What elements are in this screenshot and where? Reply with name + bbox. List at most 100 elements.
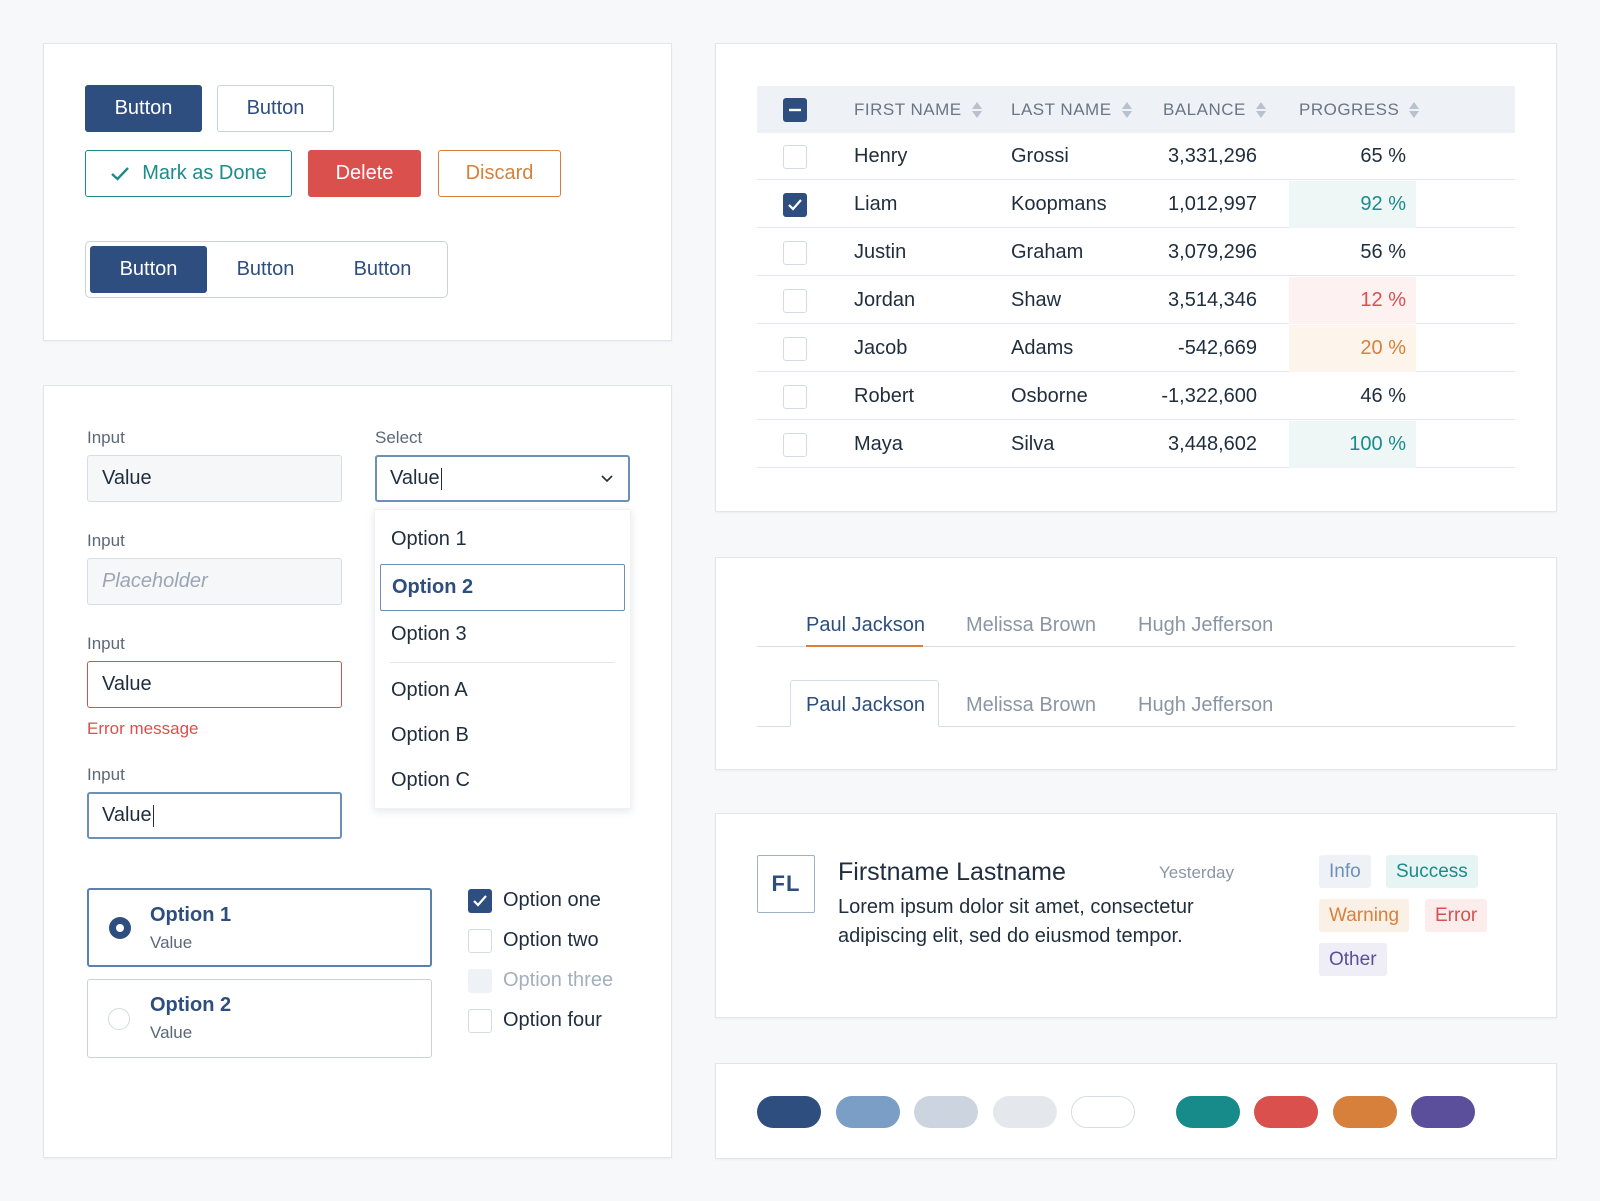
cell-last-name: Grossi [1011, 145, 1069, 167]
checkbox-label-disabled: Option three [503, 969, 614, 991]
dropdown-option[interactable]: Option 3 [391, 623, 467, 645]
table-row[interactable]: Robert Osborne -1,322,600 46 % [757, 373, 1515, 420]
color-swatch [1411, 1096, 1475, 1128]
row-checkbox[interactable] [783, 241, 807, 265]
input-value: Value [102, 804, 152, 826]
text-input[interactable]: Value [87, 455, 342, 502]
select-all-checkbox[interactable] [783, 98, 807, 122]
column-header-first-name[interactable]: FIRST NAME [854, 86, 982, 133]
cell-first-name: Maya [854, 433, 903, 455]
checkmark-icon [788, 199, 802, 211]
checkbox-label: Option two [503, 929, 599, 951]
buttons-card: Button Button Mark as Done Delete Discar… [43, 43, 672, 341]
delete-button[interactable]: Delete [308, 150, 421, 197]
table-row[interactable]: Justin Graham 3,079,296 56 % [757, 229, 1515, 276]
checkbox-disabled [468, 969, 492, 993]
radio-card-option-2[interactable]: Option 2 Value [87, 979, 432, 1058]
checkbox-checked[interactable] [468, 889, 492, 913]
table-card: FIRST NAME LAST NAME BALANCE PROGRESS He… [715, 43, 1557, 512]
input-value: Value [102, 467, 152, 489]
indeterminate-icon [789, 108, 801, 112]
cell-balance: 3,331,296 [1168, 145, 1257, 167]
cell-first-name: Jacob [854, 337, 908, 359]
column-header-last-name[interactable]: LAST NAME [1011, 86, 1132, 133]
row-checkbox[interactable] [783, 289, 807, 313]
sort-icon[interactable] [971, 101, 982, 119]
cell-balance: 1,012,997 [1168, 193, 1257, 215]
input-placeholder: Placeholder [102, 570, 208, 592]
mark-as-done-button[interactable]: Mark as Done [85, 150, 292, 197]
color-swatch [836, 1096, 900, 1128]
input-value: Value [102, 673, 152, 695]
cell-last-name: Koopmans [1011, 193, 1107, 215]
row-checkbox-checked[interactable] [783, 193, 807, 217]
row-checkbox[interactable] [783, 433, 807, 457]
cell-last-name: Adams [1011, 337, 1074, 359]
column-header-balance[interactable]: BALANCE [1163, 86, 1266, 133]
radio-card-option-1[interactable]: Option 1 Value [87, 888, 432, 967]
item-timestamp: Yesterday [1159, 863, 1234, 882]
cell-progress: 12 % [1289, 277, 1416, 324]
tabs-card: Paul Jackson Melissa Brown Hugh Jefferso… [715, 557, 1557, 770]
sort-icon[interactable] [1409, 101, 1420, 119]
dropdown-option[interactable]: Option 1 [391, 528, 467, 550]
tab-hugh-jefferson[interactable]: Hugh Jefferson [1138, 693, 1274, 716]
column-header-progress[interactable]: PROGRESS [1299, 86, 1420, 133]
tab-melissa-brown[interactable]: Melissa Brown [966, 613, 1097, 636]
dropdown-option-selected[interactable]: Option 2 [380, 564, 625, 611]
avatar: FL [757, 855, 815, 913]
cell-last-name: Osborne [1011, 385, 1088, 407]
cell-progress: 56 % [1360, 241, 1406, 263]
sort-icon[interactable] [1255, 101, 1266, 119]
segment-button-1[interactable]: Button [90, 246, 207, 293]
segment-button-3[interactable]: Button [353, 258, 412, 280]
radio-card-title: Option 1 [150, 904, 232, 926]
segment-button-2[interactable]: Button [236, 258, 295, 280]
cell-balance: -1,322,600 [1161, 385, 1257, 407]
radio-button-checked[interactable] [109, 917, 131, 939]
dropdown-option[interactable]: Option B [391, 724, 469, 746]
cell-last-name: Graham [1011, 241, 1084, 263]
radio-button-unchecked[interactable] [108, 1008, 130, 1030]
table-row[interactable]: Jordan Shaw 3,514,346 12 % [757, 277, 1515, 324]
table-row[interactable]: Henry Grossi 3,331,296 65 % [757, 133, 1515, 180]
table-row[interactable]: Jacob Adams -542,669 20 % [757, 325, 1515, 372]
discard-button[interactable]: Discard [438, 150, 561, 197]
row-checkbox[interactable] [783, 145, 807, 169]
sort-icon[interactable] [1121, 101, 1132, 119]
segmented-control: Button Button Button [85, 241, 448, 298]
cell-first-name: Liam [854, 193, 898, 215]
cell-progress: 46 % [1360, 385, 1406, 407]
cell-last-name: Silva [1011, 433, 1055, 455]
cell-progress: 20 % [1289, 325, 1416, 372]
row-checkbox[interactable] [783, 385, 807, 409]
checkbox-unchecked[interactable] [468, 1009, 492, 1033]
secondary-button[interactable]: Button [217, 85, 334, 132]
row-checkbox[interactable] [783, 337, 807, 361]
primary-button[interactable]: Button [85, 85, 202, 132]
cell-first-name: Justin [854, 241, 907, 263]
table-row[interactable]: Liam Koopmans 1,012,997 92 % [757, 181, 1515, 228]
badge-warning: Warning [1319, 899, 1410, 932]
checkbox-unchecked[interactable] [468, 929, 492, 953]
select-dropdown: Option 1 Option 2 Option 3 Option A Opti… [374, 509, 631, 809]
error-input[interactable]: Value [87, 661, 342, 708]
select-field[interactable]: Value [375, 455, 630, 502]
active-tab-indicator [806, 645, 923, 647]
tab-paul-jackson[interactable]: Paul Jackson [806, 693, 925, 716]
tab-hugh-jefferson[interactable]: Hugh Jefferson [1138, 613, 1274, 636]
tab-melissa-brown[interactable]: Melissa Brown [966, 693, 1097, 716]
radio-card-title: Option 2 [150, 994, 232, 1016]
focused-input[interactable]: Value [87, 792, 342, 839]
tab-paul-jackson[interactable]: Paul Jackson [806, 613, 925, 636]
select-value: Value [390, 467, 440, 489]
badge-error: Error [1425, 899, 1488, 932]
cell-balance: 3,448,602 [1168, 433, 1257, 455]
cell-last-name: Shaw [1011, 289, 1062, 311]
table-row[interactable]: Maya Silva 3,448,602 100 % [757, 421, 1515, 468]
error-message: Error message [87, 719, 199, 738]
dropdown-option[interactable]: Option A [391, 679, 468, 701]
cell-balance: -542,669 [1178, 337, 1257, 359]
dropdown-option[interactable]: Option C [391, 769, 470, 791]
placeholder-input[interactable]: Placeholder [87, 558, 342, 605]
